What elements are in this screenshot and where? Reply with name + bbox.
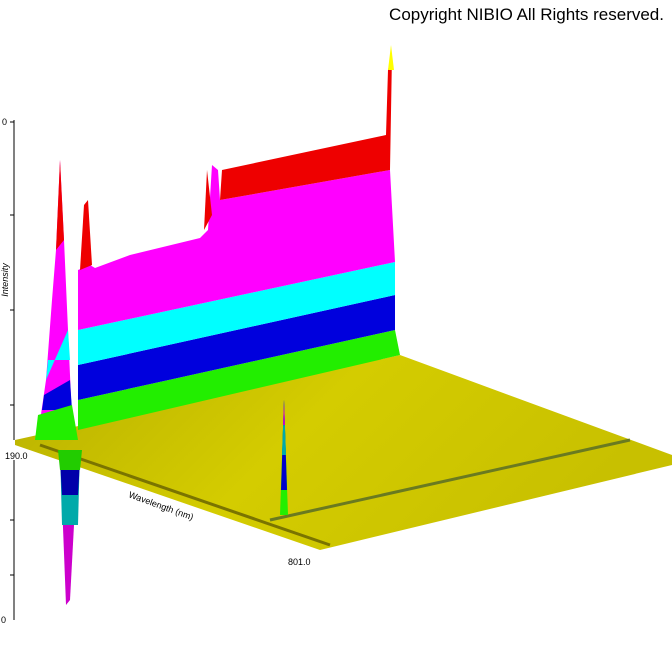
intensity-axis	[10, 120, 15, 620]
back-ridge	[269, 438, 631, 522]
left-peak	[35, 160, 82, 605]
intensity-top-label: 0	[2, 117, 7, 127]
wavelength-start: 190.0	[5, 451, 28, 461]
intensity-bottom-label: 0	[1, 615, 6, 625]
intensity-label: Intensity	[0, 263, 10, 297]
wall-surface	[78, 45, 400, 430]
copyright: Copyright NIBIO All Rights reserved.	[389, 5, 664, 24]
small-peak	[280, 400, 288, 515]
wavelength-end: 801.0	[288, 557, 311, 567]
front-ridge	[39, 443, 331, 547]
